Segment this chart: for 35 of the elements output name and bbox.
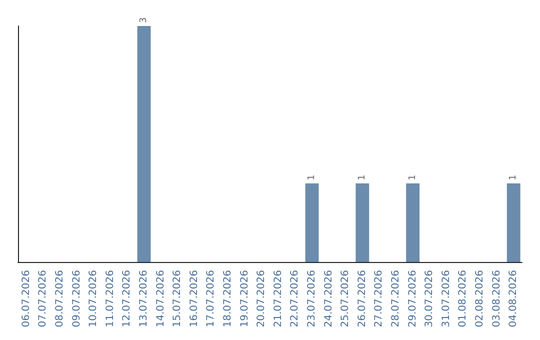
x-tick-label: 15.07.2026 (172, 270, 184, 328)
x-tick-label: 08.07.2026 (54, 270, 66, 328)
x-tick-label: 30.07.2026 (424, 270, 436, 328)
x-tick-label: 31.07.2026 (440, 270, 452, 328)
x-tick-label: 10.07.2026 (88, 270, 100, 328)
x-tick-label: 19.07.2026 (239, 270, 250, 328)
x-tick-label: 27.07.2026 (374, 270, 385, 328)
x-tick-label: 06.07.2026 (20, 270, 32, 328)
x-tick-label: 28.07.2026 (390, 270, 402, 328)
x-tick-label: 25.07.2026 (340, 270, 352, 328)
x-tick-label: 26.07.2026 (356, 270, 368, 328)
x-tick-label: 20.07.2026 (256, 270, 268, 328)
data-label: 1 (307, 174, 317, 180)
x-tick-label: 02.08.2026 (474, 270, 486, 328)
x-tick-label: 14.07.2026 (155, 270, 166, 328)
x-tick-label: 21.07.2026 (272, 270, 284, 328)
x-tick-label: 13.07.2026 (138, 270, 150, 328)
data-label: 3 (139, 17, 149, 23)
x-tick-label: 29.07.2026 (407, 270, 418, 328)
x-tick-label: 11.07.2026 (104, 270, 116, 328)
x-tick-label: 09.07.2026 (71, 270, 82, 328)
x-tick-label: 17.07.2026 (206, 270, 217, 328)
x-tick-label: 22.07.2026 (290, 270, 301, 328)
x-tick-label: 04.08.2026 (508, 270, 520, 328)
x-tick-label: 03.08.2026 (491, 270, 502, 328)
data-label: 1 (408, 174, 418, 180)
data-label: 1 (357, 174, 368, 180)
x-tick-label: 23.07.2026 (306, 270, 318, 328)
x-tick-label: 16.07.2026 (188, 270, 200, 328)
x-tick-label: 24.07.2026 (323, 270, 334, 328)
x-tick-label: 01.08.2026 (458, 270, 469, 328)
x-tick-label: 12.07.2026 (122, 270, 133, 328)
x-tick-label: 18.07.2026 (222, 270, 234, 328)
x-tick-label: 07.07.2026 (38, 270, 49, 328)
data-label: 1 (508, 174, 519, 180)
